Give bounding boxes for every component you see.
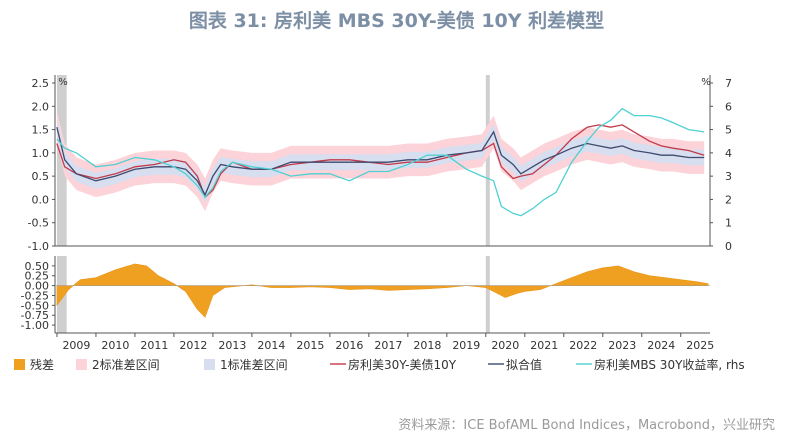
ytick-left-label-5: 0.0 (32, 193, 50, 206)
ytick-left-label-3: 1.0 (32, 147, 50, 160)
legend-swatch-0 (14, 359, 25, 370)
ytick-right-label-2: 5 (725, 124, 732, 137)
xtick-label-7: 2016 (335, 339, 363, 352)
legend-label-5: 房利美MBS 30Y收益率, rhs (594, 357, 745, 372)
ytick-left-label-7: -1.0 (28, 240, 49, 253)
xtick-label-9: 2018 (413, 339, 441, 352)
legend-label-1: 2标准差区间 (92, 358, 160, 372)
xtick-label-4: 2013 (218, 339, 246, 352)
xtick-label-8: 2017 (374, 339, 402, 352)
ytick-right-label-4: 3 (725, 170, 732, 183)
series-line-2 (56, 107, 705, 217)
ytick-left-label-4: 0.5 (32, 170, 50, 183)
xtick-label-5: 2014 (257, 339, 285, 352)
ytick-bottom-label-6: -1.00 (21, 319, 49, 332)
unit-left: % (58, 77, 68, 88)
legend-label-3: 房利美30Y-美债10Y (348, 357, 457, 372)
residual-area (56, 263, 709, 318)
shaded-period-top-1 (485, 75, 490, 246)
legend-swatch-1 (76, 359, 87, 370)
xtick-label-16: 2025 (686, 339, 714, 352)
xtick-label-15: 2024 (647, 339, 675, 352)
ytick-left-label-6: -0.5 (28, 217, 49, 230)
xtick-label-3: 2012 (179, 339, 207, 352)
chart-title: 图表 31: 房利美 MBS 30Y-美债 10Y 利差模型 (188, 10, 605, 32)
ytick-bottom-label-0: 0.50 (25, 260, 50, 273)
ytick-right-label-0: 7 (725, 77, 732, 90)
xtick-label-13: 2022 (569, 339, 597, 352)
ytick-left-label-1: 2.0 (32, 100, 50, 113)
xtick-label-6: 2015 (296, 339, 324, 352)
ytick-right-label-5: 2 (725, 193, 732, 206)
ytick-bottom-label-2: 0.00 (25, 280, 50, 293)
ytick-right-label-1: 6 (725, 100, 732, 113)
series-line-0 (56, 124, 705, 199)
ytick-bottom-label-3: -0.25 (21, 289, 49, 302)
ytick-right-label-7: 0 (725, 240, 732, 253)
xtick-label-12: 2021 (530, 339, 558, 352)
ytick-bottom-label-1: 0.25 (25, 270, 50, 283)
xtick-label-0: 2009 (62, 339, 90, 352)
series-line-1 (56, 127, 705, 197)
legend-label-2: 1标准差区间 (220, 358, 288, 372)
ytick-left-label-2: 1.5 (32, 124, 50, 137)
legend-swatch-2 (204, 359, 215, 370)
ytick-right-label-6: 1 (725, 217, 732, 230)
shaded-period-bottom-1 (485, 256, 490, 333)
band-1sd (56, 119, 705, 203)
ytick-left-label-0: 2.5 (32, 77, 50, 90)
ytick-bottom-label-5: -0.75 (21, 309, 49, 322)
xtick-label-14: 2023 (608, 339, 636, 352)
legend-label-0: 残差 (30, 358, 54, 372)
ytick-right-label-3: 4 (725, 147, 732, 160)
xtick-label-11: 2020 (491, 339, 519, 352)
xtick-label-1: 2010 (101, 339, 129, 352)
unit-right: % (701, 77, 711, 88)
legend-label-4: 拟合值 (506, 357, 542, 372)
ytick-bottom-label-4: -0.50 (21, 299, 49, 312)
xtick-label-2: 2011 (140, 339, 168, 352)
xtick-label-10: 2019 (452, 339, 480, 352)
source-note: 资料来源：ICE BofAML Bond Indices，Macrobond，兴… (398, 418, 775, 433)
